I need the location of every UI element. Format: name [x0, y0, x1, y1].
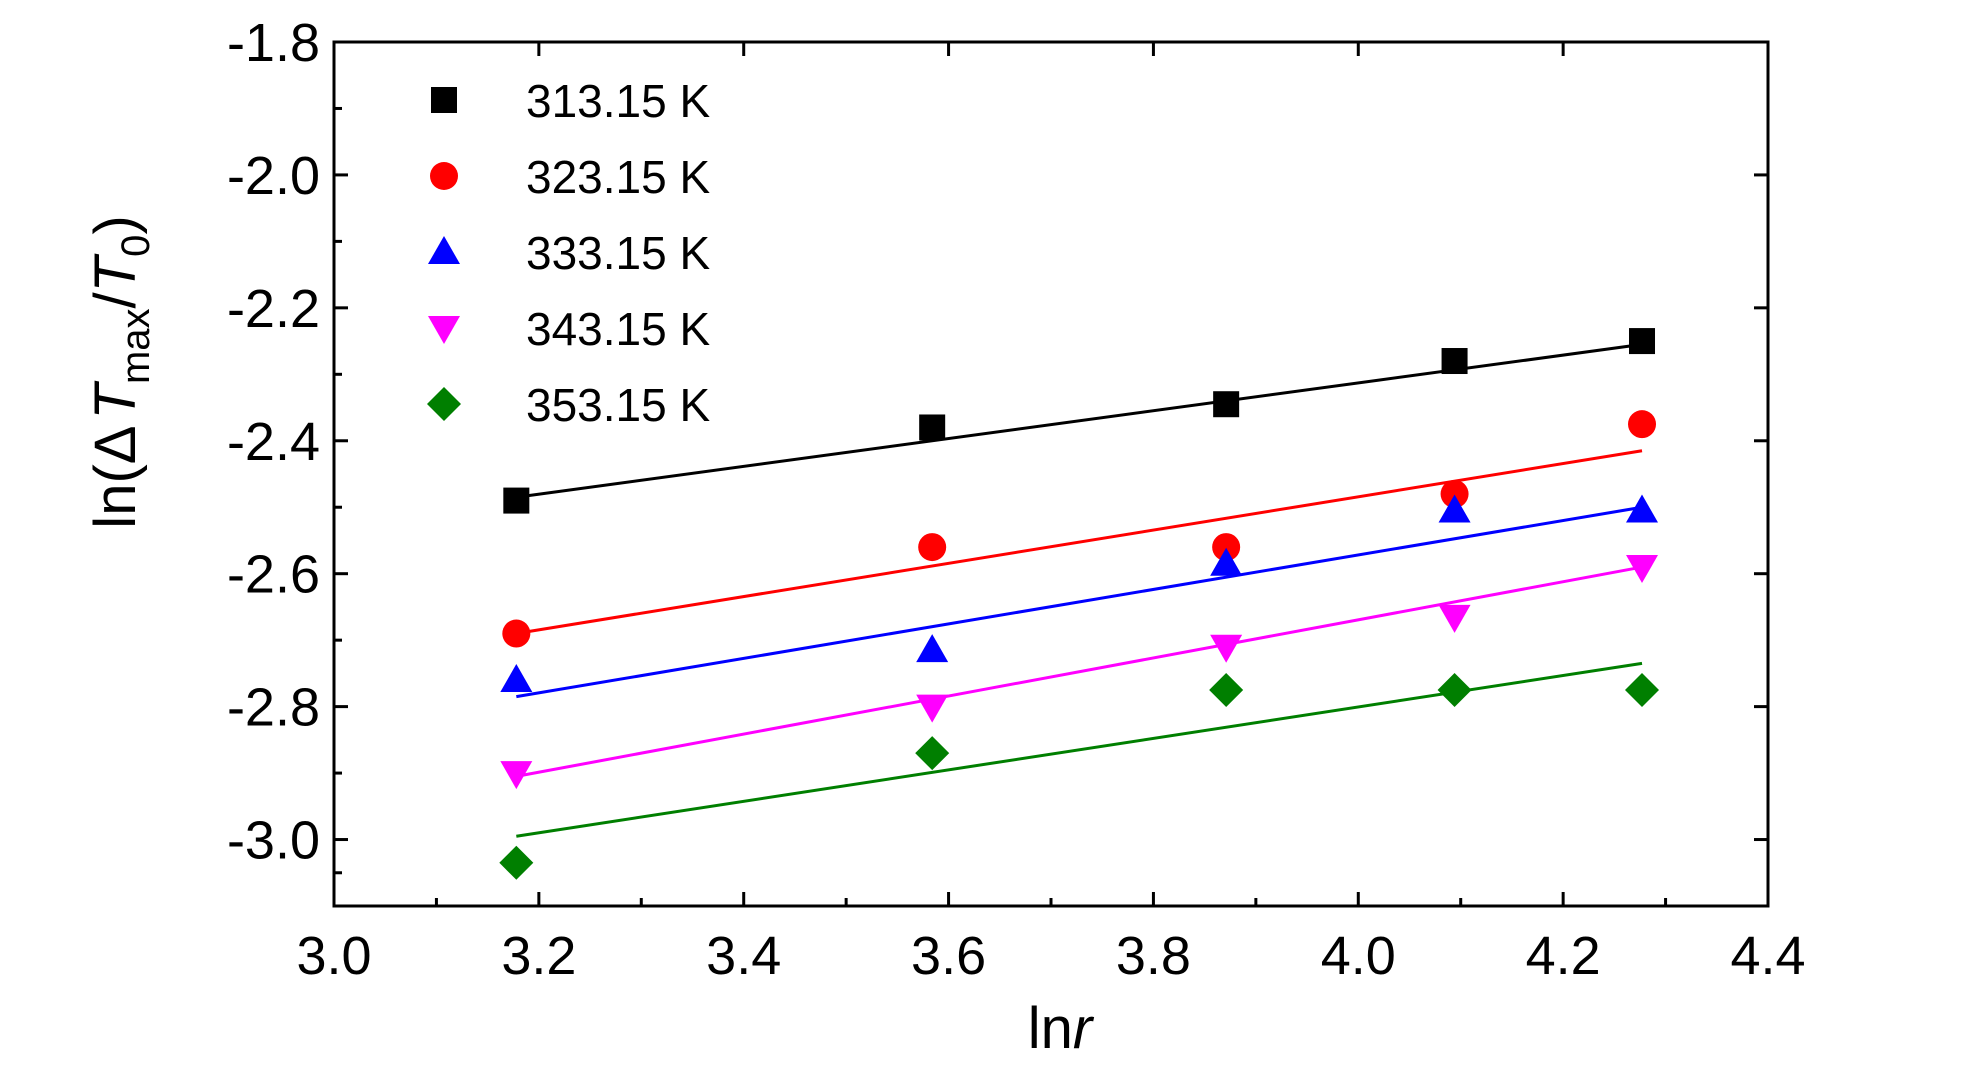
legend-marker-333-15-k	[428, 236, 460, 264]
data-point-353-15-k	[1625, 673, 1660, 707]
y-tick-label: -1.8	[227, 13, 320, 73]
legend-marker-343-15-k	[428, 316, 460, 344]
data-point-343-15-k	[1626, 555, 1659, 584]
x-tick-label: 4.2	[1526, 926, 1601, 986]
data-point-333-15-k	[916, 634, 949, 663]
data-point-323-15-k	[1440, 479, 1469, 508]
fit-line-343-15-k	[516, 565, 1643, 778]
fit-line-323-15-k	[516, 449, 1643, 635]
legend-label-313-15-k: 313.15 K	[526, 75, 710, 127]
data-point-353-15-k	[1209, 673, 1244, 707]
data-point-313-15-k	[1213, 391, 1240, 418]
legend-marker-353-15-k	[427, 387, 461, 421]
data-point-323-15-k	[1628, 410, 1657, 439]
axis-ticks-layer: 3.0 3.2 3.4 3.6 3.8 4.0 4.2 4.4 -3.0 -2.8 -2.6 -2.4…	[227, 13, 1806, 986]
data-point-313-15-k	[1441, 348, 1468, 375]
y-axis-title: ln(ΔTmax/T0)	[83, 215, 158, 528]
data-point-353-15-k	[915, 736, 950, 771]
x-tick-label: 3.4	[706, 926, 781, 986]
y-tick-label: -2.0	[227, 146, 320, 206]
data-point-353-15-k	[1437, 673, 1472, 707]
data-point-353-15-k	[499, 845, 534, 880]
data-point-313-15-k	[919, 414, 946, 441]
x-tick-label: 3.8	[1116, 926, 1191, 986]
x-axis-title: lnr	[1028, 996, 1095, 1061]
x-tick-label: 3.6	[911, 926, 986, 986]
x-tick-label: 3.2	[501, 926, 576, 986]
fit-lines-layer	[516, 342, 1643, 838]
legend-label-333-15-k: 333.15 K	[526, 227, 710, 279]
data-points-layer	[499, 328, 1660, 880]
x-tick-label: 3.0	[296, 926, 371, 986]
data-point-313-15-k	[503, 487, 530, 514]
data-point-333-15-k	[1626, 494, 1659, 523]
data-point-343-15-k	[916, 694, 949, 723]
y-tick-label: -2.4	[227, 412, 320, 472]
legend: 313.15 K 323.15 K 333.15 K 343.15 K 353.15 K	[427, 75, 710, 431]
legend-label-343-15-k: 343.15 K	[526, 303, 710, 355]
y-tick-label: -3.0	[227, 811, 320, 871]
x-tick-label: 4.4	[1730, 926, 1805, 986]
data-point-333-15-k	[1438, 494, 1471, 523]
data-point-323-15-k	[918, 533, 947, 562]
data-point-343-15-k	[1438, 604, 1471, 633]
data-point-323-15-k	[502, 619, 531, 648]
data-point-343-15-k	[500, 761, 533, 790]
fit-line-333-15-k	[516, 505, 1643, 699]
y-tick-label: -2.2	[227, 279, 320, 339]
y-tick-label: -2.6	[227, 545, 320, 605]
data-point-323-15-k	[1212, 533, 1241, 562]
y-tick-label: -2.8	[227, 678, 320, 738]
legend-marker-323-15-k	[430, 162, 458, 190]
data-point-333-15-k	[500, 664, 533, 693]
data-point-313-15-k	[1629, 328, 1656, 355]
data-point-343-15-k	[1210, 634, 1243, 663]
legend-label-353-15-k: 353.15 K	[526, 379, 710, 431]
legend-marker-313-15-k	[431, 87, 457, 113]
data-point-333-15-k	[1210, 547, 1243, 576]
legend-label-323-15-k: 323.15 K	[526, 151, 710, 203]
fit-line-353-15-k	[516, 661, 1643, 838]
x-tick-label: 4.0	[1321, 926, 1396, 986]
